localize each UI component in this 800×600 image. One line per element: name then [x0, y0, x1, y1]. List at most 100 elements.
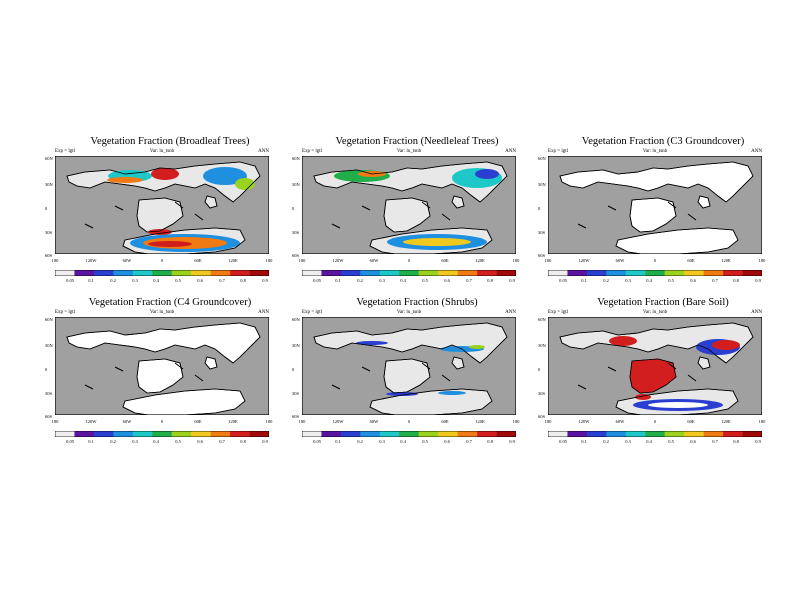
colorbar-swatch — [723, 270, 743, 276]
colorbar — [55, 431, 269, 437]
map-panel-broadleaf-trees: Vegetation Fraction (Broadleaf Trees) Exp… — [45, 136, 285, 296]
coastline — [697, 195, 711, 209]
latitude-tick-label: 30S — [538, 391, 546, 396]
colorbar-tick-label: 0.6 — [690, 439, 696, 444]
longitude-tick-label: 180 — [298, 419, 306, 424]
coastline — [136, 197, 184, 233]
longitude-tick-label: 60W — [369, 419, 379, 424]
colorbar-tick-label: 0.8 — [487, 439, 493, 444]
colorbar-frame — [55, 270, 269, 276]
colorbar-tick-label: 0.4 — [400, 278, 406, 283]
map-plot — [55, 156, 269, 254]
longitude-tick-label: 0 — [160, 258, 164, 263]
colorbar-frame — [302, 270, 516, 276]
longitude-tick-label: 60E — [687, 258, 695, 263]
map-frame — [302, 156, 516, 254]
longitude-tick-label: 120W — [578, 419, 590, 424]
longitude-tick-label: 120W — [85, 258, 97, 263]
map-plot — [55, 317, 269, 415]
colorbar-swatch — [302, 270, 322, 276]
colorbar-swatch — [684, 270, 704, 276]
colorbar — [302, 431, 516, 437]
colorbar-swatch — [74, 270, 95, 276]
longitude-tick-label: 60W — [122, 419, 132, 424]
latitude-tick-label: 0 — [538, 206, 541, 211]
map-plot — [548, 317, 762, 415]
island-outline — [174, 201, 184, 209]
colorbar-tick-label: 0.6 — [444, 278, 450, 283]
colorbar-tick-label: 0.7 — [219, 278, 225, 283]
colorbar-tick-label: 0.6 — [444, 439, 450, 444]
coastline — [451, 195, 465, 209]
island-outline — [667, 201, 677, 209]
longitude-tick-label: 180 — [298, 258, 306, 263]
fraction-region — [475, 169, 499, 179]
coastline — [369, 227, 493, 254]
panel-title: Vegetation Fraction (Shrubs) — [356, 297, 478, 308]
colorbar-swatch — [438, 431, 458, 437]
colorbar-tick-label: 0.5 — [668, 278, 674, 283]
colorbar-swatch — [230, 270, 250, 276]
fraction-region — [203, 167, 247, 185]
longitude-tick-label: 180 — [758, 258, 766, 263]
colorbar-tick-label: 0.05 — [559, 439, 567, 444]
colorbar-swatch — [625, 270, 646, 276]
latitude-tick-label: 0 — [45, 367, 48, 372]
colorbar-tick-label: 0.7 — [466, 439, 472, 444]
colorbar-tick-label: 0.6 — [690, 278, 696, 283]
coastline — [313, 322, 508, 364]
longitude-tick-label: 0 — [160, 419, 164, 424]
colorbar-tick-label: 0.5 — [422, 439, 428, 444]
colorbar-tick-label: 0.7 — [466, 278, 472, 283]
colorbar-swatch — [625, 431, 646, 437]
longitude-tick-label: 180 — [512, 419, 520, 424]
experiment-label: Exp = lgtl — [55, 149, 76, 154]
map-panel-needleleaf-trees: Vegetation Fraction (Needleleaf Trees) Ex… — [292, 136, 532, 296]
longitude-tick-label: 120W — [332, 258, 344, 263]
longitude-tick-label: 120E — [475, 258, 485, 263]
colorbar-swatch — [477, 270, 497, 276]
colorbar-tick-label: 0.1 — [88, 439, 94, 444]
coastline — [313, 161, 508, 203]
colorbar-swatch — [477, 431, 497, 437]
colorbar-swatch — [586, 270, 607, 276]
colorbar-tick-label: 0.1 — [581, 439, 587, 444]
latitude-tick-label: 30N — [45, 343, 53, 348]
longitude-tick-label: 0 — [407, 258, 411, 263]
colorbar-swatch — [496, 431, 516, 437]
colorbar-tick-label: 0.1 — [88, 278, 94, 283]
colorbar-swatch — [191, 270, 211, 276]
island-outline — [84, 384, 94, 390]
fraction-region — [148, 241, 192, 247]
longitude-tick-label: 180 — [758, 419, 766, 424]
colorbar — [302, 270, 516, 276]
colorbar-frame — [302, 431, 516, 437]
colorbar-swatch — [171, 431, 192, 437]
longitude-tick-label: 180 — [51, 258, 59, 263]
colorbar-tick-label: 0.4 — [153, 278, 159, 283]
coastline — [66, 161, 261, 203]
longitude-tick-label: 180 — [544, 258, 552, 263]
longitude-tick-label: 120E — [475, 419, 485, 424]
island-outline — [687, 213, 697, 221]
colorbar-tick-label: 0.1 — [335, 439, 341, 444]
coastline — [559, 161, 754, 203]
colorbar-swatch — [191, 431, 211, 437]
latitude-tick-label: 60S — [45, 253, 53, 258]
colorbar-swatch — [645, 431, 665, 437]
coastline — [122, 388, 246, 415]
colorbar-swatch — [684, 431, 704, 437]
colorbar-tick-label: 0.5 — [175, 278, 181, 283]
map-panel-c4-groundcover: Vegetation Fraction (C4 Groundcover) Exp … — [45, 297, 285, 457]
colorbar-swatch — [457, 431, 478, 437]
colorbar-tick-label: 0.4 — [646, 439, 652, 444]
colorbar-tick-label: 0.2 — [357, 278, 363, 283]
colorbar-swatch — [379, 431, 400, 437]
latitude-tick-label: 0 — [292, 367, 295, 372]
colorbar-tick-label: 0.8 — [733, 439, 739, 444]
colorbar-swatch — [113, 270, 134, 276]
colorbar-swatch — [360, 270, 381, 276]
latitude-tick-label: 0 — [538, 367, 541, 372]
latitude-tick-label: 60N — [292, 156, 300, 161]
panel-title: Vegetation Fraction (Bare Soil) — [597, 297, 729, 308]
